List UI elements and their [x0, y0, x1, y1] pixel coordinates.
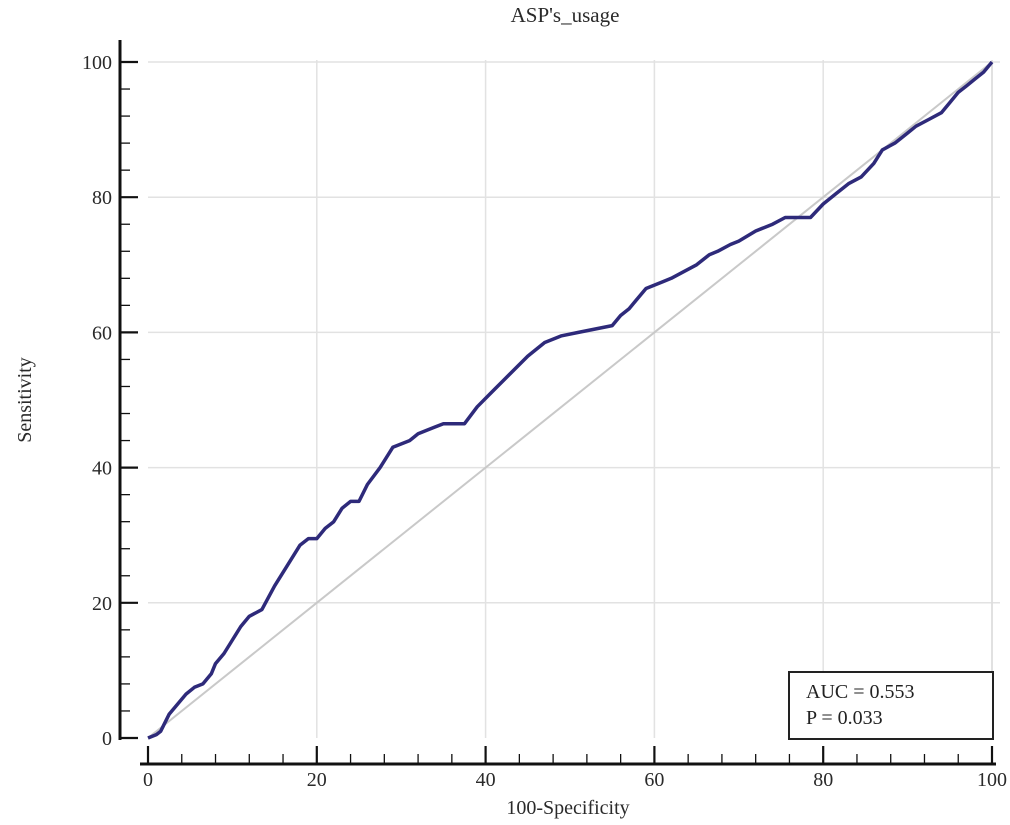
auc-label: AUC = 0.553 — [806, 681, 915, 703]
y-tick-label: 80 — [92, 187, 112, 209]
reference-diagonal — [147, 61, 993, 739]
stats-box: AUC = 0.553 P = 0.033 — [788, 671, 994, 740]
x-axis-label: 100-Specificity — [506, 797, 629, 819]
roc-curve — [147, 60, 994, 740]
x-tick-label: 40 — [476, 769, 496, 791]
x-tick-label: 100 — [977, 769, 1007, 791]
y-tick-label: 0 — [102, 728, 112, 750]
chart-title: ASP's_usage — [511, 3, 620, 27]
axes — [118, 40, 996, 766]
x-tick-label: 0 — [143, 769, 153, 791]
x-tick-label: 20 — [307, 769, 327, 791]
tick-labels: 0 20 40 60 80 100 0 20 40 60 80 100 — [82, 52, 1007, 791]
y-tick-label: 20 — [92, 593, 112, 615]
y-tick-label: 60 — [92, 322, 112, 344]
x-tick-label: 60 — [644, 769, 664, 791]
stats-box-frame — [788, 671, 994, 740]
x-tick-label: 80 — [813, 769, 833, 791]
y-axis-label: Sensitivity — [14, 357, 36, 443]
y-tick-label: 100 — [82, 52, 112, 74]
grid — [148, 60, 1000, 738]
p-value-label: P = 0.033 — [806, 707, 883, 729]
y-tick-label: 40 — [92, 458, 112, 480]
